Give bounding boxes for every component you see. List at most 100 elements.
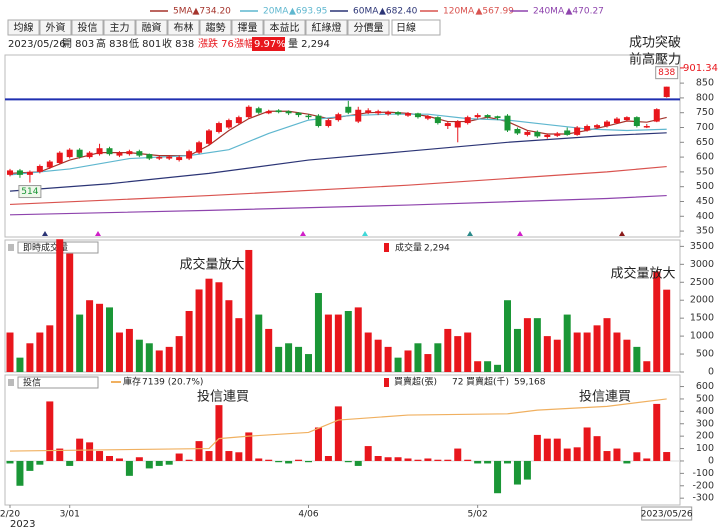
volume-bar bbox=[354, 307, 362, 372]
toolbar-tab[interactable] bbox=[231, 19, 264, 36]
volume-bar bbox=[195, 289, 203, 372]
candle-body bbox=[405, 113, 411, 116]
volume-bar bbox=[484, 361, 492, 372]
price-tag: 901.34 bbox=[683, 63, 718, 74]
net-buy-bar bbox=[623, 460, 631, 464]
ma-line bbox=[9, 194, 667, 216]
net-buy-bar bbox=[444, 459, 452, 461]
net-buy-bar bbox=[354, 460, 362, 466]
toolbar-tab[interactable] bbox=[71, 19, 104, 36]
volume-bar bbox=[364, 332, 372, 372]
y-tick-label: 650 bbox=[696, 137, 714, 148]
volume-bar bbox=[334, 314, 342, 372]
candle-body bbox=[26, 171, 33, 175]
toolbar-tab-label: 外資 bbox=[46, 22, 66, 34]
candle-body bbox=[355, 109, 362, 122]
volume-bar bbox=[106, 307, 113, 372]
y-tick-label: 300 bbox=[696, 418, 714, 429]
net-buy-bar bbox=[125, 460, 133, 476]
candle-body bbox=[375, 111, 382, 114]
volume-bar bbox=[563, 314, 571, 372]
toolbar-tab[interactable] bbox=[7, 19, 40, 36]
trust-legend-swatch bbox=[384, 378, 389, 387]
period-label: 日線 bbox=[396, 21, 416, 34]
net-buy-bar bbox=[195, 441, 203, 461]
toolbar-tab[interactable] bbox=[39, 19, 72, 36]
candle-body bbox=[385, 112, 392, 115]
volume-bar bbox=[245, 249, 253, 372]
candle-body bbox=[116, 152, 123, 156]
candle-body bbox=[255, 108, 262, 113]
y-tick-label: 2500 bbox=[690, 277, 714, 288]
candle-body bbox=[613, 118, 620, 124]
volume-bar bbox=[464, 332, 472, 372]
volume-bar bbox=[643, 361, 651, 372]
toolbar-tab[interactable] bbox=[263, 19, 306, 36]
candle-body bbox=[126, 151, 133, 155]
candle-body bbox=[265, 111, 272, 114]
net-buy-bar bbox=[36, 460, 44, 465]
net-buy-bar bbox=[175, 453, 183, 461]
toolbar-tab[interactable] bbox=[135, 19, 168, 36]
info-close: 收 838 bbox=[162, 37, 194, 50]
candle-body bbox=[66, 149, 73, 158]
candle-body bbox=[176, 157, 183, 161]
candle-body bbox=[623, 117, 630, 121]
candle-body bbox=[494, 116, 501, 119]
net-buy-bar bbox=[16, 460, 24, 486]
trust-legend-name: 買賣超(張) bbox=[394, 376, 437, 388]
y-tick-label: -100 bbox=[692, 468, 714, 479]
candle-body bbox=[136, 151, 143, 156]
volume-bar bbox=[504, 300, 511, 372]
candle-body bbox=[365, 110, 372, 113]
volume-bar bbox=[374, 339, 382, 372]
volume-bar bbox=[66, 253, 74, 372]
candle-body bbox=[245, 106, 252, 118]
y-tick-label: 350 bbox=[696, 226, 714, 237]
volume-bar bbox=[653, 271, 661, 372]
net-buy-bar bbox=[533, 434, 541, 461]
toolbar-tab[interactable] bbox=[167, 19, 200, 36]
ma-line bbox=[9, 132, 667, 192]
x-tick-label: 5/02 bbox=[468, 510, 488, 520]
volume-bar bbox=[474, 361, 482, 372]
net-buy-bar bbox=[334, 406, 342, 461]
trust-dropdown[interactable] bbox=[17, 376, 99, 389]
volume-bar bbox=[76, 314, 84, 372]
net-buy-bar bbox=[6, 460, 14, 464]
candle-body bbox=[235, 117, 242, 124]
toolbar-tab[interactable] bbox=[199, 19, 232, 36]
y-tick-label: 700 bbox=[696, 122, 714, 133]
ma-line bbox=[9, 398, 667, 452]
net-buy-bar bbox=[344, 460, 352, 463]
volume-bar bbox=[115, 332, 123, 372]
volume-bar bbox=[295, 346, 303, 372]
volume-bar bbox=[56, 239, 64, 372]
ma-legend-name: 60MA bbox=[353, 7, 379, 17]
toolbar-tab[interactable] bbox=[305, 19, 348, 36]
volume-bar bbox=[125, 328, 133, 372]
annotation: 成交量放大 bbox=[610, 266, 675, 282]
volume-bar bbox=[394, 357, 402, 372]
volume-panel bbox=[4, 239, 681, 373]
annotation: 成功突破 bbox=[629, 35, 681, 51]
toolbar-tab-label: 投信 bbox=[78, 21, 98, 34]
ma-legend-value: ▲470.27 bbox=[566, 7, 604, 17]
ma-legend-value: ▲693.95 bbox=[289, 7, 327, 17]
period-dropdown[interactable] bbox=[391, 19, 441, 36]
toolbar-tab[interactable] bbox=[347, 19, 390, 36]
candle-body bbox=[643, 126, 650, 128]
toolbar-tab-label: 均線 bbox=[14, 21, 34, 34]
y-tick-label: 0 bbox=[708, 367, 714, 378]
volume-bar bbox=[573, 332, 581, 372]
net-buy-bar bbox=[513, 460, 521, 485]
net-buy-bar bbox=[205, 451, 213, 461]
candle-body bbox=[76, 149, 83, 158]
candle-body bbox=[544, 134, 551, 137]
volume-handle bbox=[8, 244, 14, 251]
toolbar-tab[interactable] bbox=[103, 19, 136, 36]
candle-body bbox=[215, 123, 222, 132]
y-tick-label: 1500 bbox=[690, 313, 714, 324]
candle-body bbox=[604, 121, 610, 127]
x-label-box bbox=[641, 506, 693, 521]
